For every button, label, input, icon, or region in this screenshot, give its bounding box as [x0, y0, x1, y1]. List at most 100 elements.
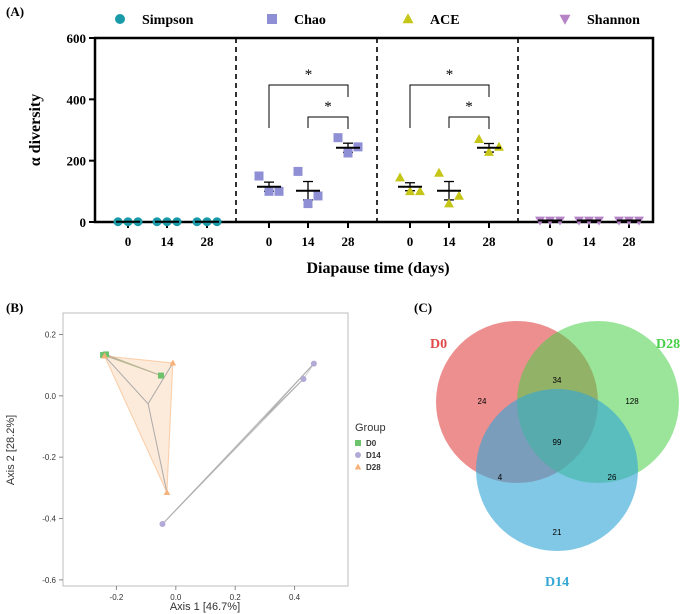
x-tick-label-0-0: 0: [125, 234, 132, 249]
b-y-tick-label-4: 0.2: [45, 330, 57, 339]
venn-set-label-d28: D28: [656, 337, 680, 352]
significance-label-ace-0-28: *: [446, 67, 454, 83]
b-legend-marker-d14: [355, 452, 361, 458]
ordination-point-d28-0: [101, 352, 108, 359]
significance-bracket-ace-14-28: [448, 116, 490, 129]
b-legend-marker-d28: [354, 463, 362, 470]
x-tick-label-1-28: 28: [342, 234, 356, 249]
venn-count-all: 99: [553, 438, 562, 447]
b-legend-marker-d0: [355, 440, 361, 446]
x-tick-label-2-14: 14: [443, 234, 457, 249]
data-point-ace-14-2: [454, 190, 464, 200]
ordination-point-d14-1: [300, 375, 307, 382]
data-point-ace-0-1: [405, 186, 415, 196]
b-x-tick-label-1: 0.0: [170, 593, 182, 602]
panel-b-axes: -0.2 0.0 0.2 0.4 -0.6 -0.4 -0.2 0.0 0.2: [42, 330, 300, 602]
venn-count-d0-d14: 4: [498, 473, 503, 482]
b-y-tick-label-2: -0.2: [42, 453, 56, 462]
spider-d28-0: [104, 355, 149, 405]
data-point-ace-28-1: [484, 146, 494, 156]
hull-d28: [103, 355, 174, 493]
b-y-tick-label-3: 0.0: [45, 392, 57, 401]
venn-set-label-d0: D0: [430, 337, 447, 352]
panel-b-points: [100, 351, 317, 528]
b-x-tick-label-2: 0.2: [230, 593, 242, 602]
panel-c: (C) D0 D28 D14 24 128 21 34 4 26 99: [414, 300, 680, 590]
x-tick-label-3-28: 28: [623, 234, 637, 249]
ordination-point-d0-1: [103, 351, 110, 358]
panel-a-y-label: α diversity: [27, 94, 44, 166]
data-point-ace-0-0: [395, 172, 405, 182]
data-point-chao-28-1: [343, 148, 353, 158]
legend-label-shannon: Shannon: [587, 13, 640, 28]
panel-a-plot-frame: [93, 36, 655, 224]
significance-label-chao-0-28: *: [305, 67, 313, 83]
legend-marker-simpson: [115, 14, 125, 24]
panel-b-legend-title: Group: [355, 422, 386, 434]
data-point-ace-0-2: [415, 186, 425, 196]
x-tick-label-2-0: 0: [407, 234, 414, 249]
panel-c-tag: (C): [414, 300, 432, 315]
panel-b-tag: (B): [6, 300, 23, 315]
data-point-ace-14-1: [444, 198, 454, 208]
spider-d28-2: [147, 403, 168, 493]
data-point-chao-0-1: [264, 186, 274, 196]
significance-bracket-ace-0-28: [409, 84, 490, 128]
significance-bracket-chao-14-28: [307, 116, 349, 129]
b-x-tick-label-3: 0.4: [289, 593, 301, 602]
y-tick-label-400: 400: [67, 92, 87, 107]
panel-b-legend: D0 D14 D28: [354, 439, 381, 472]
spider-d14-0: [162, 421, 261, 525]
b-legend-label-d28: D28: [366, 463, 381, 472]
significance-label-ace-14-28: *: [465, 99, 473, 115]
data-point-chao-14-2: [313, 191, 323, 201]
x-tick-label-0-28: 28: [201, 234, 215, 249]
venn-count-d14-only: 21: [553, 528, 562, 537]
venn-count-d0-d28: 34: [553, 376, 562, 385]
x-tick-label-0-14: 14: [161, 234, 175, 249]
y-tick-label-200: 200: [67, 154, 87, 169]
x-tick-label-3-14: 14: [583, 234, 597, 249]
y-tick-label-600: 600: [67, 31, 87, 46]
venn-count-d0-only: 24: [478, 397, 487, 406]
ordination-point-d28-2: [163, 488, 171, 495]
panel-a-legend: Simpson Chao ACE Shannon: [115, 13, 640, 28]
data-point-ace-28-0: [474, 134, 484, 144]
panel-b-y-label: Axis 2 [28.2%]: [5, 415, 17, 485]
spider-d0-2: [123, 361, 162, 377]
venn-count-d28-d14: 26: [608, 473, 617, 482]
panel-a: (A) Simpson Chao ACE Shannon 0 200 400 600 0 14…: [6, 4, 655, 277]
ordination-point-d28-1: [169, 359, 177, 366]
b-legend-label-d14: D14: [366, 451, 381, 460]
spider-d14-2: [259, 363, 315, 423]
panel-a-y-axis: 0 200 400 600: [67, 31, 95, 230]
legend-marker-ace: [402, 13, 414, 24]
legend-marker-shannon: [559, 14, 571, 25]
panel-a-marks: [113, 133, 644, 227]
x-tick-label-2-28: 28: [483, 234, 497, 249]
b-y-tick-label-0: -0.6: [42, 576, 56, 585]
significance-bracket-chao-0-28: [268, 84, 349, 128]
venn-circle-d14: [476, 389, 638, 551]
significance-label-chao-14-28: *: [324, 99, 332, 115]
panel-a-significance: * * * *: [268, 67, 490, 129]
data-point-chao-14-0: [293, 166, 303, 176]
legend-label-chao: Chao: [294, 13, 326, 28]
data-point-ace-28-2: [494, 141, 504, 151]
panel-b-x-label: Axis 1 [46.7%]: [170, 601, 240, 613]
panel-b-hulls: [101, 353, 315, 525]
ordination-point-d14-2: [310, 360, 317, 367]
panel-b-plot-frame: [62, 312, 349, 587]
b-y-tick-label-1: -0.4: [42, 515, 56, 524]
data-point-chao-0-2: [274, 186, 284, 196]
x-tick-label-1-0: 0: [266, 234, 273, 249]
x-tick-label-1-14: 14: [302, 234, 316, 249]
y-tick-label-0: 0: [80, 215, 87, 230]
hull-d14: [162, 363, 315, 525]
data-point-chao-28-0: [333, 133, 343, 143]
panel-a-tag: (A): [6, 4, 24, 19]
data-point-chao-14-1: [303, 199, 313, 209]
panel-a-x-label: Diapause time (days): [306, 260, 449, 277]
b-legend-label-d0: D0: [366, 439, 377, 448]
